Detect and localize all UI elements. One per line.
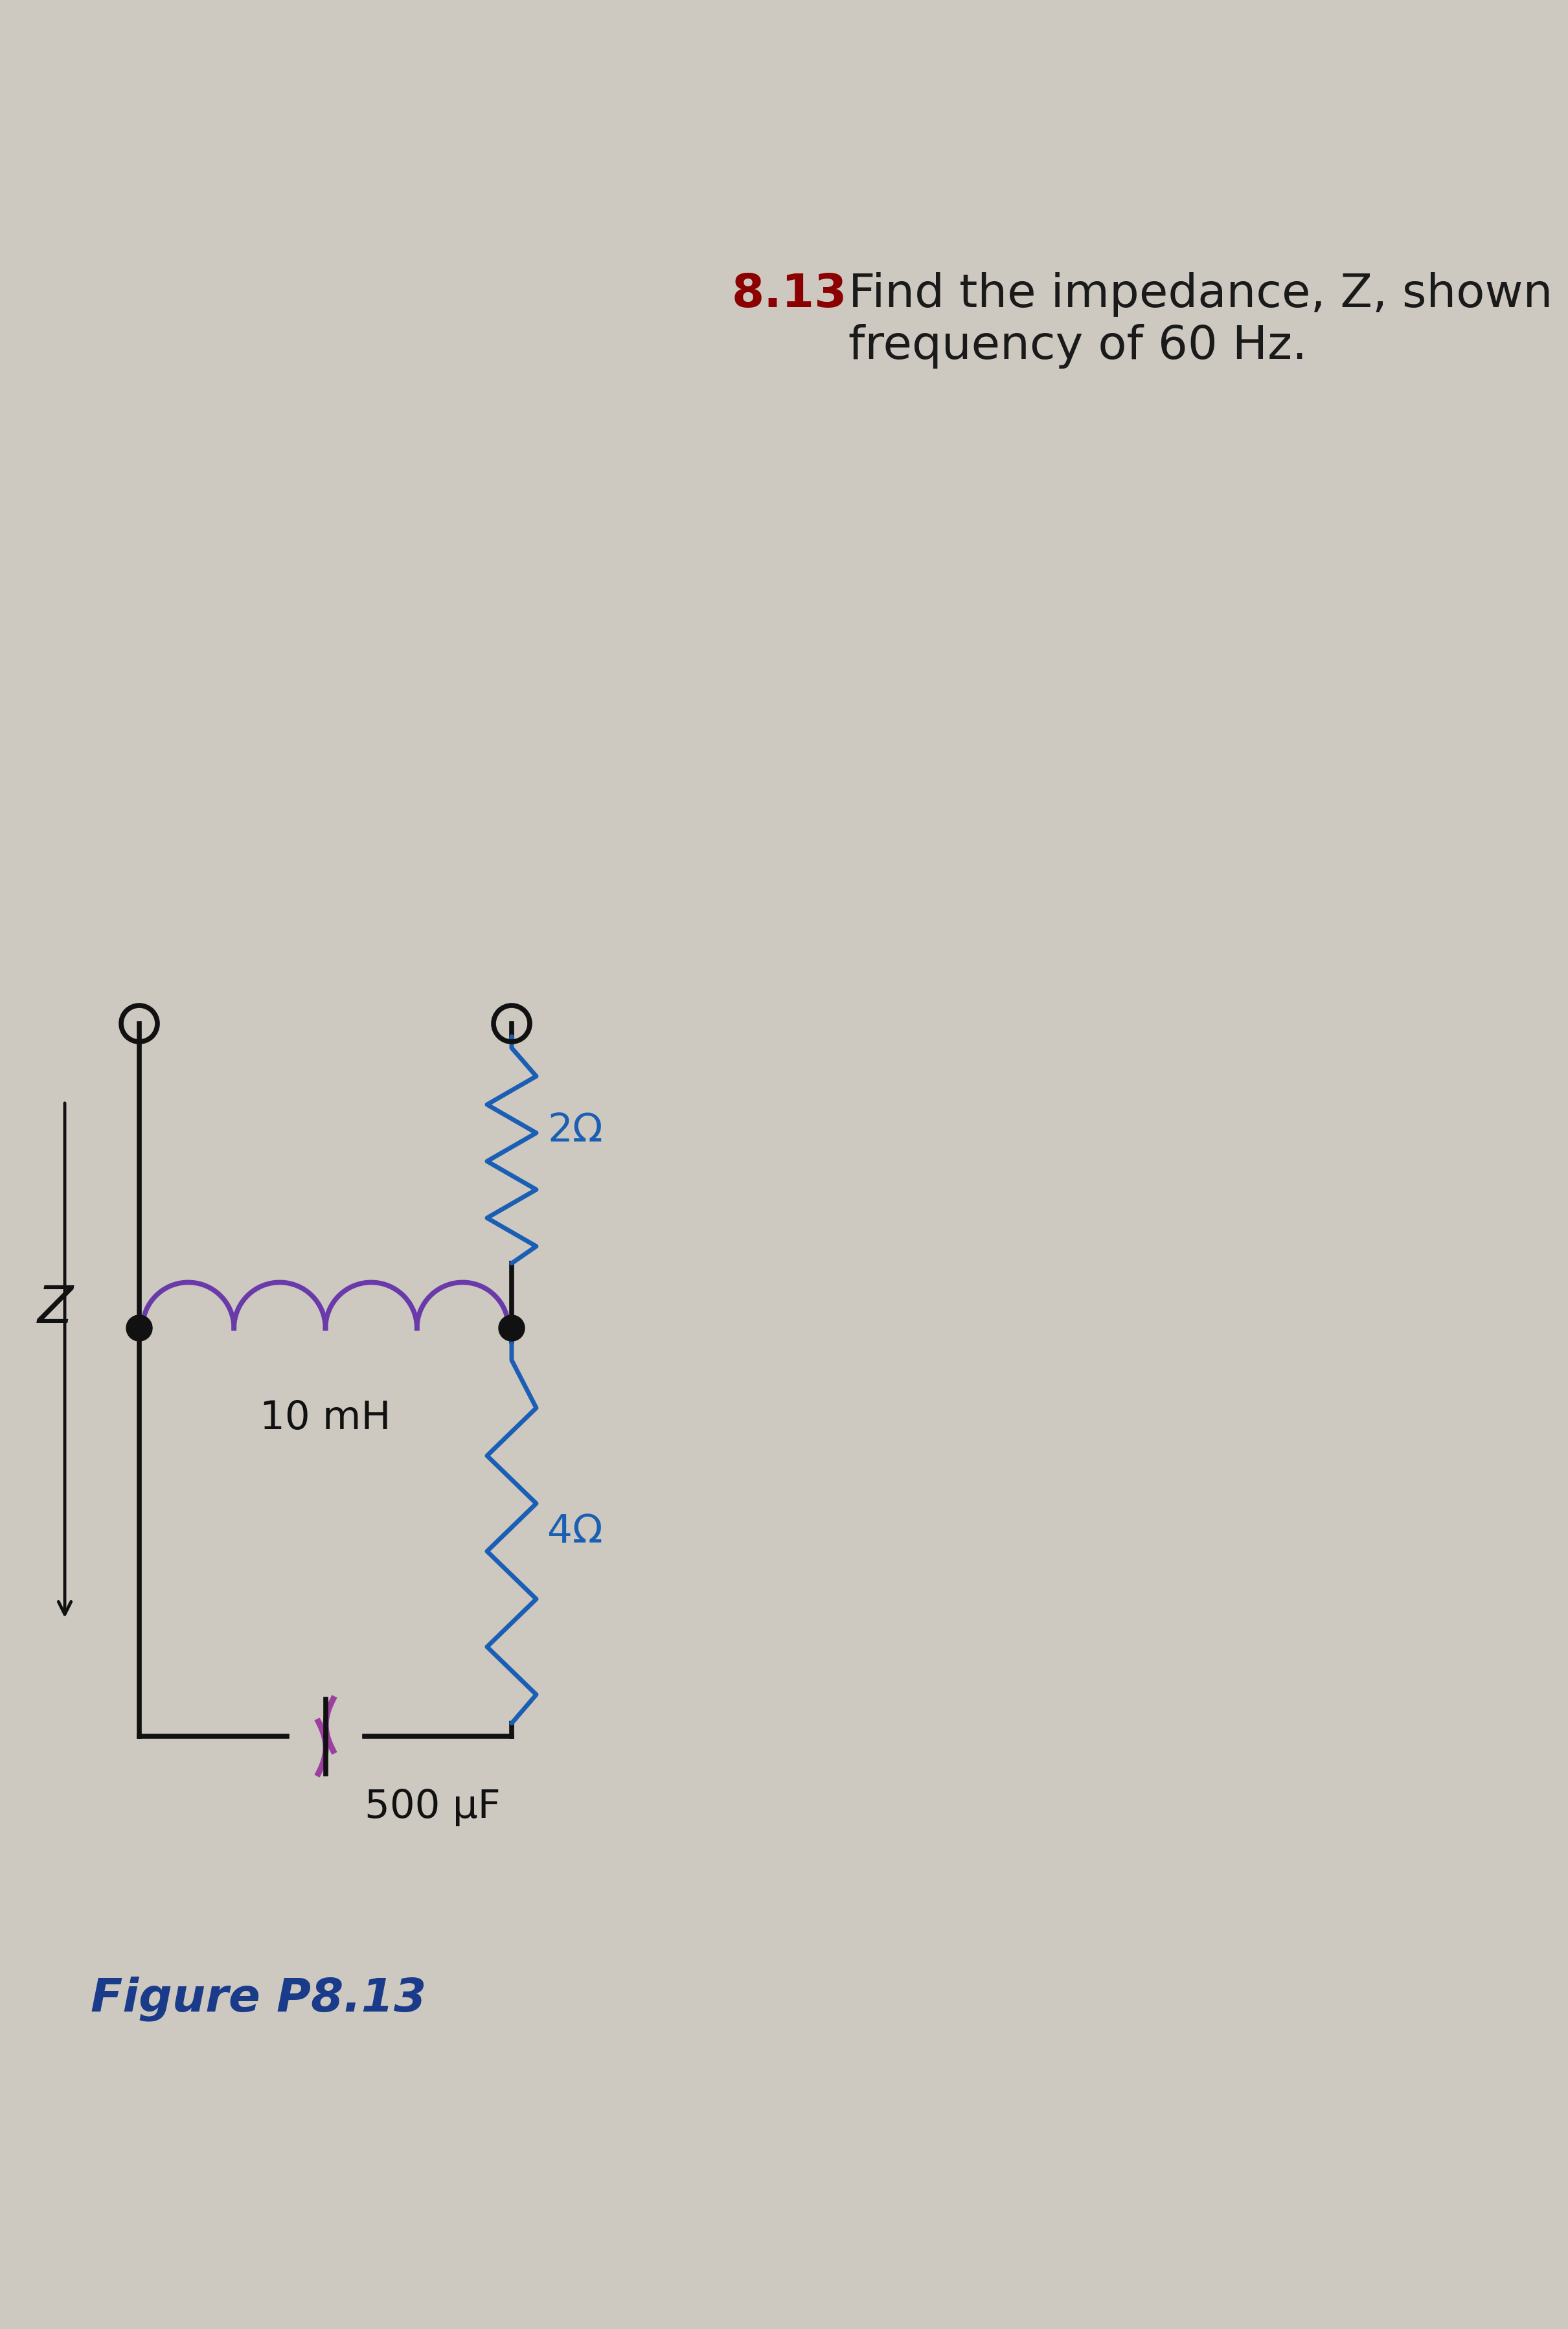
Text: Figure P8.13: Figure P8.13 bbox=[91, 1975, 426, 2022]
Text: 2Ω: 2Ω bbox=[547, 1111, 602, 1151]
Text: 4Ω: 4Ω bbox=[547, 1514, 602, 1551]
Circle shape bbox=[499, 1316, 525, 1342]
Text: Find the impedance, Z, shown in Fig. P8.13 at a
frequency of 60 Hz.: Find the impedance, Z, shown in Fig. P8.… bbox=[848, 272, 1568, 368]
Circle shape bbox=[127, 1316, 152, 1342]
Text: 10 mH: 10 mH bbox=[260, 1400, 390, 1437]
Text: 8.13: 8.13 bbox=[732, 272, 847, 317]
Text: Z: Z bbox=[38, 1283, 72, 1335]
Text: 500 μF: 500 μF bbox=[365, 1789, 500, 1826]
